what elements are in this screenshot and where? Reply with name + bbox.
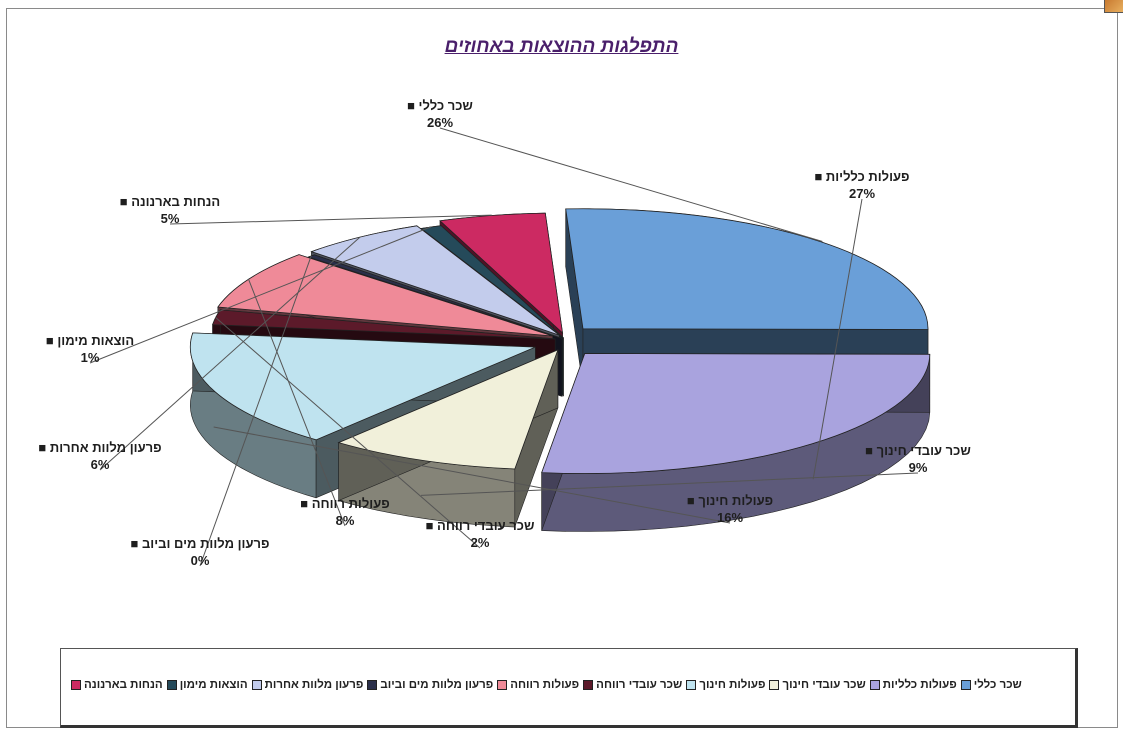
leader-line-5 — [247, 278, 346, 527]
legend-swatch — [769, 680, 780, 690]
slice-label-name-0: שכר כללי ■ — [407, 98, 473, 113]
slice-label-name-5: פעולות רווחה ■ — [300, 496, 389, 511]
legend-item: פעולות כלליות — [868, 679, 957, 691]
slice-label-name-2: שכר עובדי חינוך ■ — [865, 443, 971, 458]
legend-label: שכר עובדי רווחה — [596, 679, 683, 691]
legend-label: הנחות בארנונה — [84, 679, 163, 691]
legend-item: פעולות חינוך — [684, 679, 765, 691]
legend-label: שכר עובדי חינוך — [782, 679, 866, 691]
legend-swatch — [960, 680, 971, 690]
slice-label-value-8: 1% — [81, 350, 100, 365]
legend-item: הנחות בארנונה — [69, 679, 163, 691]
chart-title: התפלגות ההוצאות באחוזים — [444, 36, 679, 57]
slice-label-value-4: 2% — [471, 535, 490, 550]
slice-label-name-8: הוצאות מימון ■ — [46, 333, 134, 348]
legend-item: שכר עובדי חינוך — [767, 679, 866, 691]
legend-label: פעולות כלליות — [882, 679, 957, 691]
leader-line-8 — [89, 226, 432, 364]
slice-label-value-9: 5% — [161, 211, 180, 226]
legend-item: פעולות רווחה — [495, 679, 579, 691]
slice-label-value-0: 26% — [427, 115, 453, 130]
leader-line-2 — [420, 472, 919, 496]
legend-item: הוצאות מימון — [165, 679, 248, 691]
slice-1 — [541, 353, 931, 474]
slice-label-name-6: פרעון מלוות מים וביוב ■ — [131, 536, 270, 551]
slice-0 — [565, 208, 929, 330]
legend-item: שכר עובדי רווחה — [581, 679, 682, 691]
slice-label-value-3: 16% — [717, 510, 743, 525]
slice-label-name-7: פרעון מלוות אחרות ■ — [38, 440, 161, 455]
legend-label: שכר כללי — [973, 679, 1022, 691]
legend-swatch — [251, 680, 262, 690]
slice-label-name-1: פעולות כלליות ■ — [814, 169, 909, 184]
leader-line-6 — [199, 255, 312, 567]
slice-8 — [420, 225, 564, 339]
slice-label-value-2: 9% — [909, 460, 928, 475]
leader-lines — [89, 127, 919, 567]
slice-3 — [189, 332, 536, 441]
leader-line-3 — [213, 426, 731, 524]
leader-line-1 — [812, 198, 863, 480]
corner-app-icon — [1104, 0, 1123, 13]
legend-swatch — [497, 680, 508, 690]
pie-top-layer — [189, 208, 931, 474]
leader-line-9 — [169, 214, 492, 225]
legend-label: פרעון מלוות אחרות — [264, 679, 364, 691]
slice-label-value-7: 6% — [91, 457, 110, 472]
slice-label-value-1: 27% — [849, 186, 875, 201]
legend-swatch — [583, 680, 594, 690]
legend-swatch — [686, 680, 697, 690]
slice-label-name-4: שכר עובדי רווחה ■ — [426, 518, 535, 533]
legend-swatch — [71, 680, 81, 690]
slice-7 — [310, 225, 560, 336]
legend-label: הוצאות מימון — [179, 679, 248, 691]
slice-9 — [439, 212, 564, 335]
leader-line-4 — [215, 316, 481, 549]
slice-label-name-9: הנחות בארנונה ■ — [120, 194, 220, 209]
legend-label: פרעון מלוות מים וביוב — [380, 679, 494, 691]
slice-label-value-6: 0% — [191, 553, 210, 568]
legend: הנחות בארנונה הוצאות מימון פרעון מלוות אחר… — [60, 648, 1078, 728]
slice-5 — [217, 254, 553, 337]
legend-item: פרעון מלוות מים וביוב — [365, 679, 493, 691]
legend-item: פרעון מלוות אחרות — [250, 679, 364, 691]
legend-row: הנחות בארנונה הוצאות מימון פרעון מלוות אחר… — [67, 679, 1069, 691]
legend-swatch — [166, 680, 177, 690]
slice-label-name-3: פעולות חינוך ■ — [687, 493, 773, 508]
slice-label-value-5: 8% — [336, 513, 355, 528]
slice-2 — [337, 349, 559, 470]
leader-line-0 — [439, 127, 823, 242]
legend-swatch — [367, 680, 378, 690]
legend-label: פעולות רווחה — [510, 679, 580, 691]
leader-line-7 — [99, 236, 361, 471]
legend-item: שכר כללי — [959, 679, 1022, 691]
legend-swatch — [869, 680, 880, 690]
legend-label: פעולות חינוך — [699, 679, 766, 691]
slice-labels: שכר כללי ■ 26% פעולות כלליות ■ 27% שכר עובדי… — [38, 98, 970, 568]
